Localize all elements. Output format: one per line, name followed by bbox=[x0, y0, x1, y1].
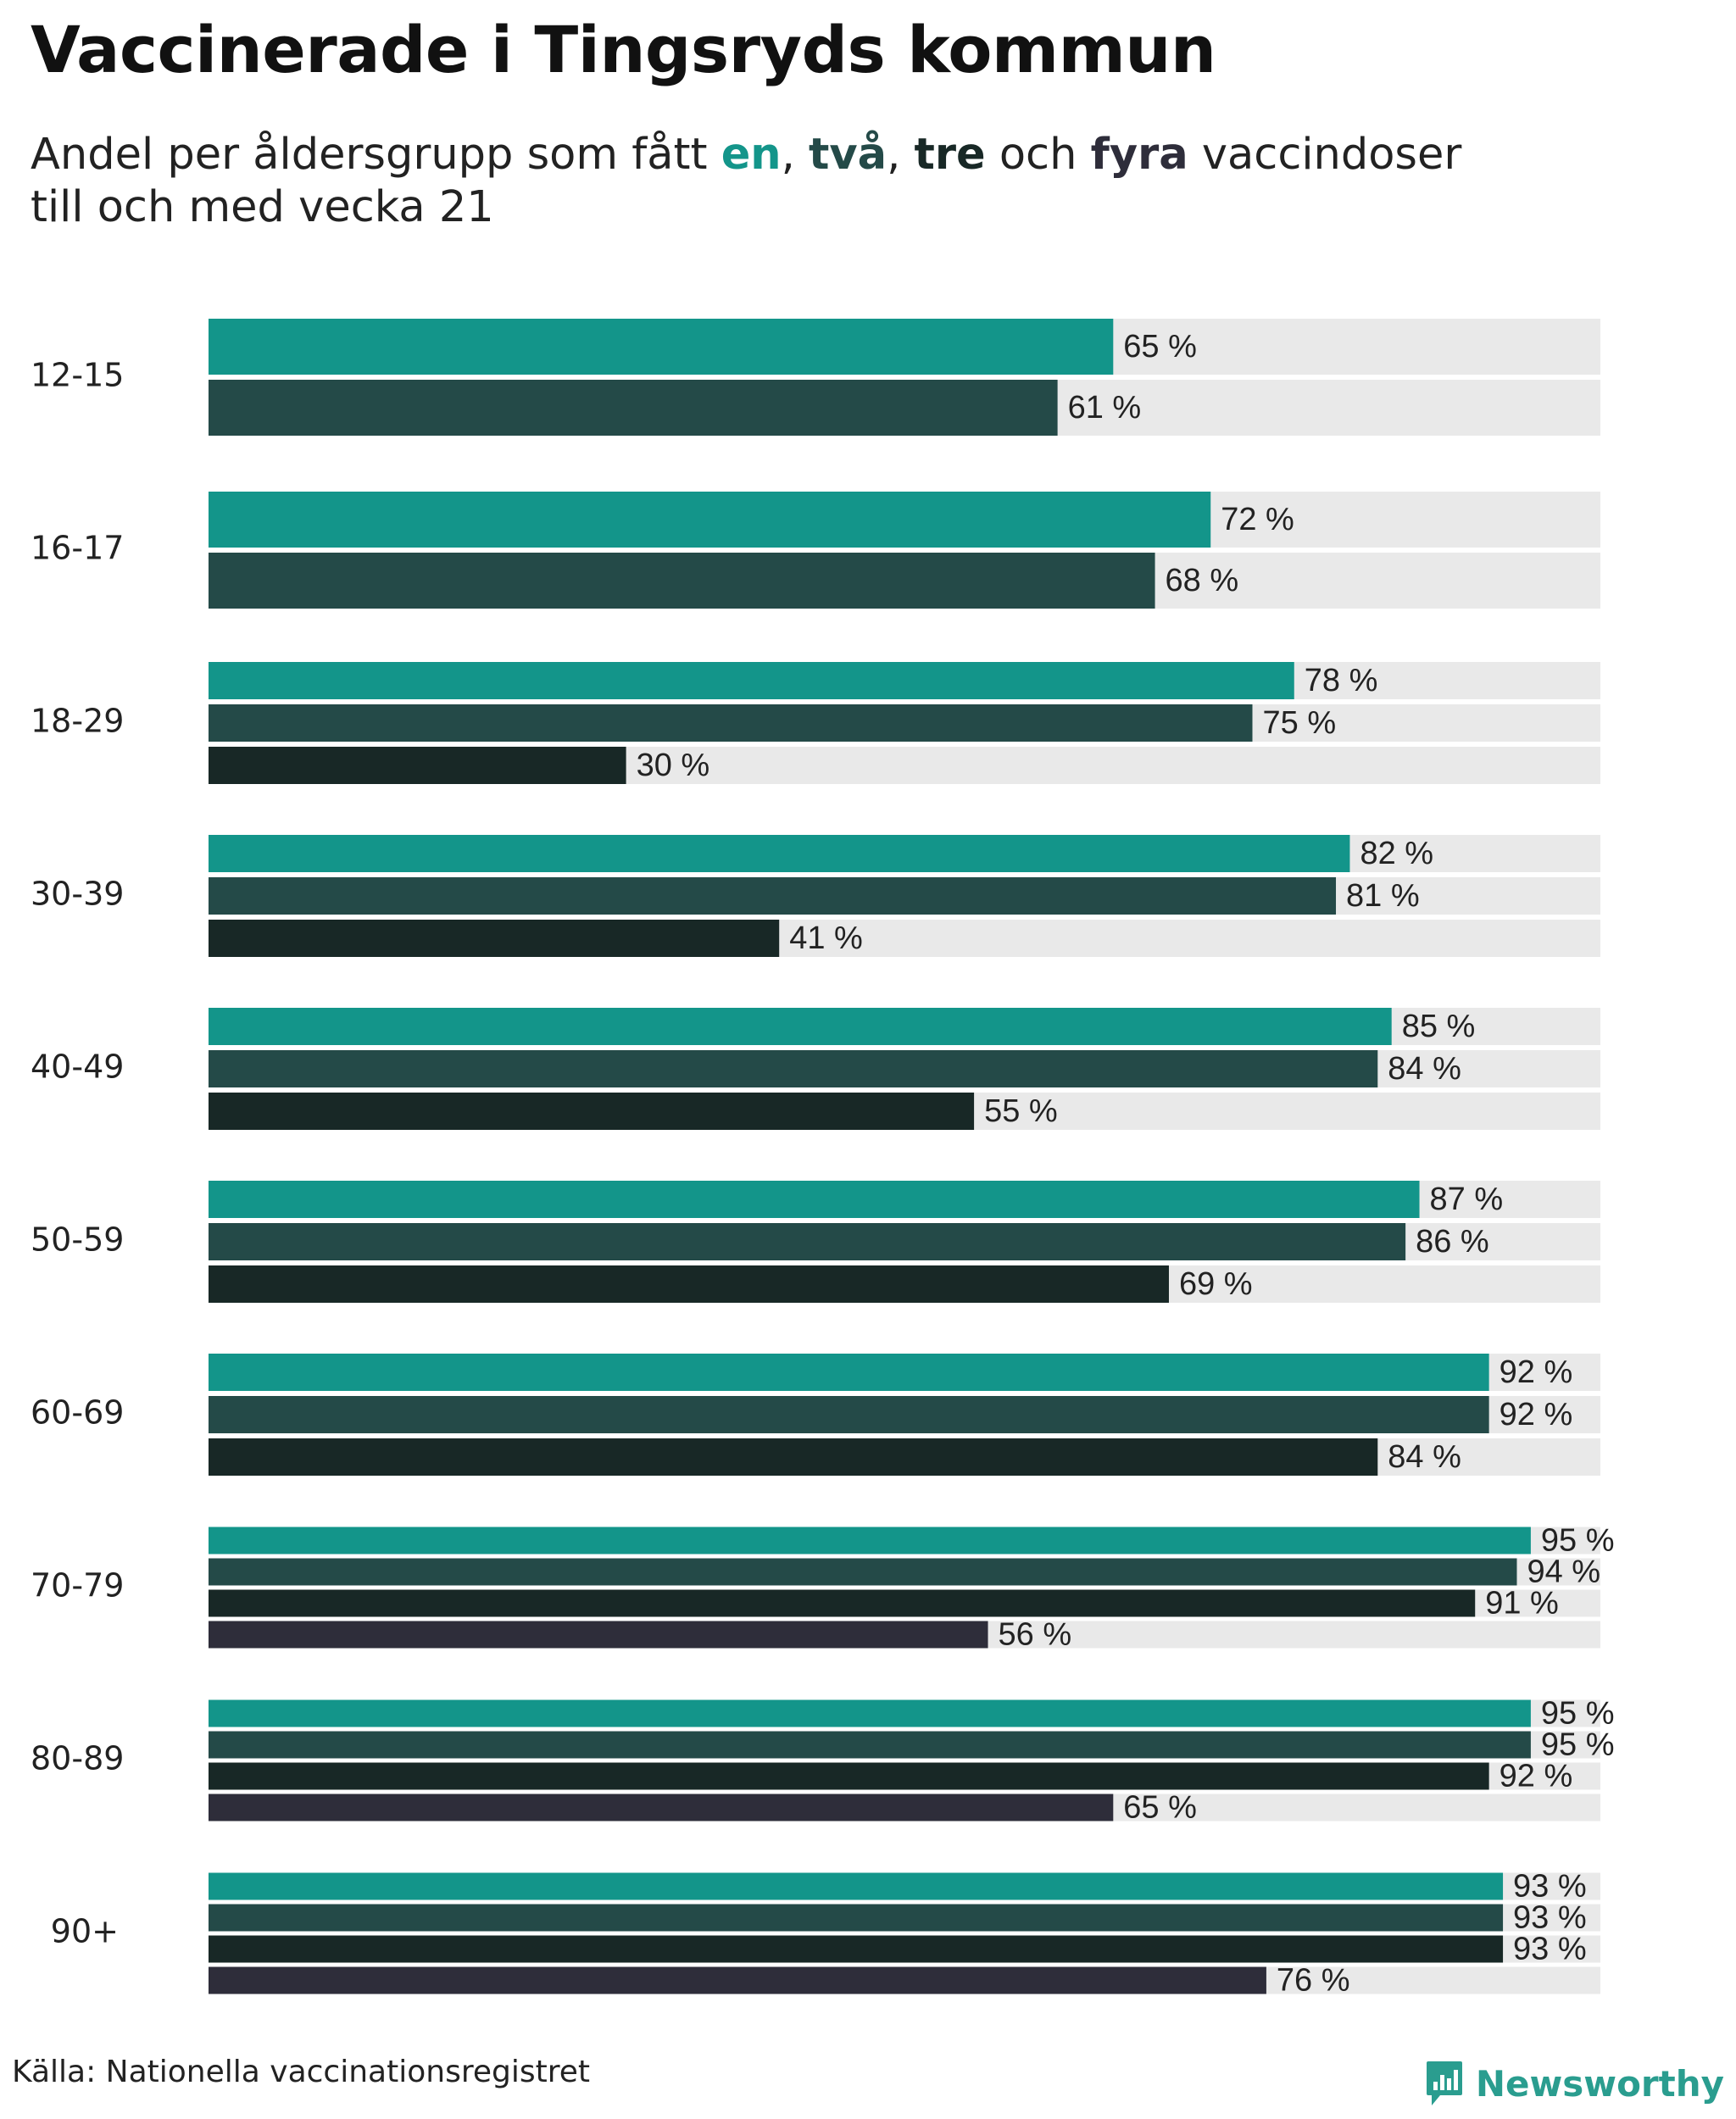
subtitle-line-2: till och med vecka 21 bbox=[31, 182, 494, 232]
data-label: 92 % bbox=[1500, 1354, 1573, 1390]
bar-en bbox=[209, 1181, 1420, 1218]
bar-fyra bbox=[209, 1794, 1114, 1821]
subtitle-sep1: , bbox=[781, 130, 810, 180]
bar-tre bbox=[209, 920, 780, 957]
data-label: 68 % bbox=[1166, 563, 1239, 598]
category-label: 16-17 bbox=[31, 530, 124, 567]
data-label: 93 % bbox=[1513, 1869, 1587, 1905]
bar-fyra bbox=[209, 1966, 1266, 1994]
category-label: 12-15 bbox=[31, 357, 124, 394]
bar-en bbox=[209, 1872, 1504, 1900]
subtitle-fyra: fyra bbox=[1090, 130, 1188, 180]
data-label: 61 % bbox=[1068, 390, 1142, 425]
bar-en bbox=[209, 492, 1211, 548]
bar-en bbox=[209, 1008, 1392, 1045]
subtitle-post: vaccindoser bbox=[1188, 130, 1462, 180]
bar-två bbox=[209, 1731, 1531, 1759]
data-label: 92 % bbox=[1500, 1759, 1573, 1794]
category-label: 30-39 bbox=[31, 876, 124, 913]
data-label: 85 % bbox=[1402, 1009, 1476, 1044]
data-label: 84 % bbox=[1388, 1051, 1461, 1087]
bar-tre bbox=[209, 1762, 1489, 1790]
subtitle-sep2: , bbox=[887, 130, 915, 180]
brand-name: Newsworthy bbox=[1475, 2062, 1724, 2105]
data-label: 92 % bbox=[1500, 1397, 1573, 1432]
bar-tre bbox=[209, 1935, 1504, 1963]
brand-logo: Newsworthy bbox=[1425, 2060, 1724, 2107]
bar-två bbox=[209, 1396, 1489, 1433]
newsworthy-logo-icon bbox=[1426, 2061, 1462, 2105]
bar-en bbox=[209, 1527, 1531, 1554]
data-label: 30 % bbox=[637, 748, 710, 783]
category-label: 80-89 bbox=[31, 1740, 124, 1777]
category-label: 70-79 bbox=[31, 1567, 124, 1605]
data-label: 76 % bbox=[1277, 1963, 1350, 1999]
data-label: 65 % bbox=[1123, 329, 1197, 364]
subtitle-pre: Andel per åldersgrupp som fått bbox=[31, 130, 721, 180]
data-label: 95 % bbox=[1541, 1523, 1615, 1559]
bar-tre bbox=[209, 1265, 1169, 1303]
data-label: 94 % bbox=[1527, 1554, 1600, 1590]
bar-två bbox=[209, 704, 1253, 742]
data-label: 82 % bbox=[1360, 836, 1433, 871]
data-label: 95 % bbox=[1541, 1696, 1615, 1732]
data-label: 81 % bbox=[1346, 878, 1420, 914]
data-label: 69 % bbox=[1179, 1266, 1253, 1302]
chart-subtitle: Andel per åldersgrupp som fått en, två, … bbox=[31, 129, 1556, 234]
bar-två bbox=[209, 1050, 1378, 1087]
data-label: 55 % bbox=[984, 1093, 1058, 1129]
data-label: 91 % bbox=[1485, 1586, 1559, 1621]
bar-chart: 12-15 65 % 61 % 16-17 72 % 68 % 18-29 78 % 75 % 3… bbox=[31, 319, 1615, 1999]
bar-två bbox=[209, 1558, 1517, 1586]
bar-en bbox=[209, 1354, 1489, 1391]
bar-fyra bbox=[209, 1621, 988, 1649]
data-label: 93 % bbox=[1513, 1932, 1587, 1967]
data-label: 72 % bbox=[1221, 502, 1294, 537]
data-label: 87 % bbox=[1430, 1182, 1504, 1217]
bar-två bbox=[209, 877, 1337, 915]
bar-två bbox=[209, 380, 1058, 436]
subtitle-en: en bbox=[721, 130, 782, 180]
subtitle-tva: två bbox=[809, 130, 887, 180]
bar-två bbox=[209, 553, 1155, 609]
category-label: 90+ bbox=[51, 1913, 119, 1950]
bar-tre bbox=[209, 747, 626, 784]
data-label: 84 % bbox=[1388, 1439, 1461, 1475]
subtitle-line-1: Andel per åldersgrupp som fått en, två, … bbox=[31, 129, 1556, 181]
bar-tre bbox=[209, 1093, 975, 1130]
chart-title: Vaccinerade i Tingsryds kommun bbox=[31, 12, 1216, 87]
data-label: 56 % bbox=[999, 1617, 1072, 1653]
bar-en bbox=[209, 319, 1114, 375]
data-label: 78 % bbox=[1305, 663, 1378, 698]
category-label: 50-59 bbox=[31, 1221, 124, 1259]
subtitle-och: och bbox=[985, 130, 1091, 180]
source-note: Källa: Nationella vaccinationsregistret bbox=[12, 2055, 590, 2089]
subtitle-tre: tre bbox=[914, 130, 986, 180]
data-label: 95 % bbox=[1541, 1727, 1615, 1763]
bar-en bbox=[209, 1699, 1531, 1727]
bar-två bbox=[209, 1904, 1504, 1932]
category-label: 18-29 bbox=[31, 703, 124, 740]
bar-tre bbox=[209, 1589, 1476, 1617]
data-label: 93 % bbox=[1513, 1900, 1587, 1936]
bar-två bbox=[209, 1223, 1406, 1260]
data-label: 75 % bbox=[1263, 705, 1337, 741]
category-label: 60-69 bbox=[31, 1394, 124, 1432]
data-label: 41 % bbox=[789, 920, 863, 956]
bar-en bbox=[209, 662, 1294, 699]
data-label: 86 % bbox=[1416, 1224, 1489, 1260]
bar-en bbox=[209, 835, 1350, 872]
data-label: 65 % bbox=[1123, 1790, 1197, 1826]
category-label: 40-49 bbox=[31, 1048, 124, 1086]
bar-tre bbox=[209, 1438, 1378, 1476]
